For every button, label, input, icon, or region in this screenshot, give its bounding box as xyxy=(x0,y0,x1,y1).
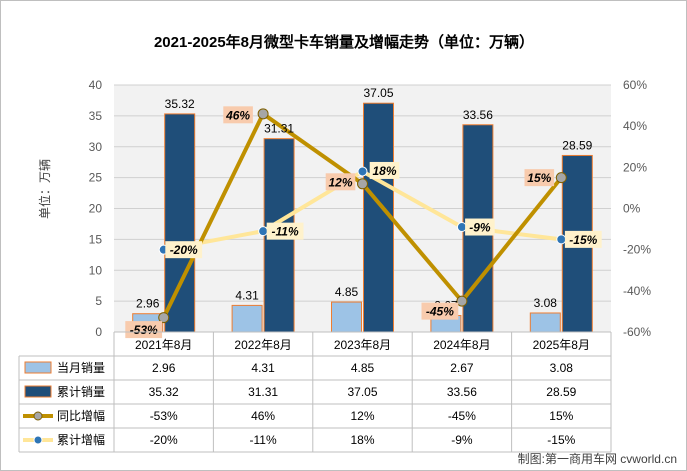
y-tick-label: 25 xyxy=(89,171,103,185)
table-cell: -9% xyxy=(451,433,473,447)
table-cell: -45% xyxy=(448,409,476,423)
marker-累计增幅 xyxy=(456,222,467,233)
label-box-累计增幅 xyxy=(165,241,203,259)
x-tick-label: 2023年8月 xyxy=(334,338,391,352)
data-label-当月销量: 4.85 xyxy=(335,285,359,299)
chart-title: 2021-2025年8月微型卡车销量及增幅走势（单位：万辆） xyxy=(154,33,534,51)
y2-tick-label: -60% xyxy=(623,325,651,339)
y2-tick-label: 0% xyxy=(623,202,641,216)
y-axis-label: 单位：万辆 xyxy=(37,159,52,219)
table-cell: 35.32 xyxy=(149,385,179,399)
marker-累计增幅 xyxy=(357,166,368,177)
data-label-累计销量: 28.59 xyxy=(562,138,592,152)
data-label-累计增幅: -9% xyxy=(469,221,491,235)
table-cell: 18% xyxy=(350,433,374,447)
legend-label-累计销量: 累计销量 xyxy=(57,385,105,399)
legend-label-累计增幅: 累计增幅 xyxy=(57,432,105,447)
table-cell: 33.56 xyxy=(447,385,477,399)
y-tick-label: 15 xyxy=(89,232,103,246)
marker-累计增幅 xyxy=(258,226,269,237)
x-tick-label: 2024年8月 xyxy=(433,338,490,352)
data-label-累计增幅: 18% xyxy=(372,164,396,178)
legend-label-同比增幅: 同比增幅 xyxy=(57,408,105,423)
data-label-累计销量: 33.56 xyxy=(463,108,493,122)
table-cell: 4.31 xyxy=(251,361,275,375)
data-label-累计销量: 37.05 xyxy=(363,86,393,100)
y-tick-label: 35 xyxy=(89,109,103,123)
marker-同比增幅 xyxy=(158,312,170,324)
bar-当月销量 xyxy=(231,304,263,333)
table-cell: 12% xyxy=(350,409,374,423)
data-label-同比增幅: 15% xyxy=(527,171,551,185)
data-label-当月销量: 4.31 xyxy=(235,288,259,302)
table-cell: -20% xyxy=(150,433,178,447)
data-label-累计增幅: -20% xyxy=(170,243,198,257)
data-label-当月销量: 3.08 xyxy=(534,296,558,310)
marker-累计增幅 xyxy=(556,234,567,245)
table-cell: 31.31 xyxy=(248,385,278,399)
y2-tick-label: -20% xyxy=(623,243,651,257)
y2-tick-label: -40% xyxy=(623,284,651,298)
label-box-累计增幅 xyxy=(369,161,400,179)
table-cell: 46% xyxy=(251,409,275,423)
data-label-累计增幅: -11% xyxy=(272,225,299,239)
label-box-同比增幅 xyxy=(421,302,459,320)
marker-同比增幅 xyxy=(456,295,468,307)
legend-label-当月销量: 当月销量 xyxy=(57,361,105,375)
data-label-累计销量: 35.32 xyxy=(165,97,195,111)
table-cell: 3.08 xyxy=(550,361,574,375)
y-tick-label: 5 xyxy=(95,294,102,308)
marker-同比增幅 xyxy=(357,178,368,190)
legend-marker-同比增幅 xyxy=(33,411,43,421)
table-cell: 37.05 xyxy=(347,385,377,399)
data-label-同比增幅: -53% xyxy=(130,323,158,337)
table-cell: -53% xyxy=(150,409,178,423)
table-cell: 4.85 xyxy=(351,361,375,375)
bar-当月销量 xyxy=(331,301,362,333)
y-tick-label: 0 xyxy=(95,325,102,339)
marker-同比增幅 xyxy=(257,108,269,120)
x-tick-label: 2025年8月 xyxy=(533,338,590,352)
data-label-累计销量: 31.31 xyxy=(264,122,294,136)
table-cell: -15% xyxy=(547,433,575,447)
bar-累计销量 xyxy=(164,113,196,333)
table-cell: 28.59 xyxy=(546,385,576,399)
label-box-累计增幅 xyxy=(465,218,495,236)
table-cell: -11% xyxy=(250,433,277,447)
y-tick-label: 20 xyxy=(89,202,103,216)
x-tick-label: 2022年8月 xyxy=(234,338,291,352)
data-label-同比增幅: 12% xyxy=(328,175,352,189)
label-box-同比增幅 xyxy=(223,106,253,124)
label-box-累计增幅 xyxy=(564,230,602,248)
data-label-当月销量: 2.96 xyxy=(136,297,160,311)
x-tick-label: 2021年8月 xyxy=(135,338,192,352)
label-box-累计增幅 xyxy=(266,222,304,240)
label-box-同比增幅 xyxy=(524,169,555,187)
marker-同比增幅 xyxy=(555,172,567,184)
legend-marker-累计增幅 xyxy=(33,435,43,445)
y-tick-label: 30 xyxy=(89,140,103,154)
y-tick-label: 10 xyxy=(89,263,103,277)
legend-key-当月销量 xyxy=(24,361,52,374)
y2-tick-label: 60% xyxy=(623,78,647,92)
data-label-同比增幅: 46% xyxy=(225,108,250,122)
label-box-同比增幅 xyxy=(325,173,356,191)
y-tick-label: 40 xyxy=(89,78,103,92)
legend-key-累计销量 xyxy=(24,385,52,398)
table-cell: 2.96 xyxy=(152,361,176,375)
table-cell: 2.67 xyxy=(450,361,474,375)
data-label-同比增幅: -45% xyxy=(426,305,454,319)
watermark: 制图:第一商用车网 cvworld.cn xyxy=(518,451,677,466)
bar-当月销量 xyxy=(529,312,561,333)
table-cell: 15% xyxy=(549,409,573,423)
y2-tick-label: 40% xyxy=(623,119,647,133)
data-label-累计增幅: -15% xyxy=(569,233,597,247)
label-box-同比增幅 xyxy=(125,321,163,339)
plot-area: 0 5 10 15 20 25 30 35 40 -60% -40% -20% 0% 20% 40% 60% 2… xyxy=(89,78,652,339)
y2-tick-label: 20% xyxy=(623,160,647,174)
